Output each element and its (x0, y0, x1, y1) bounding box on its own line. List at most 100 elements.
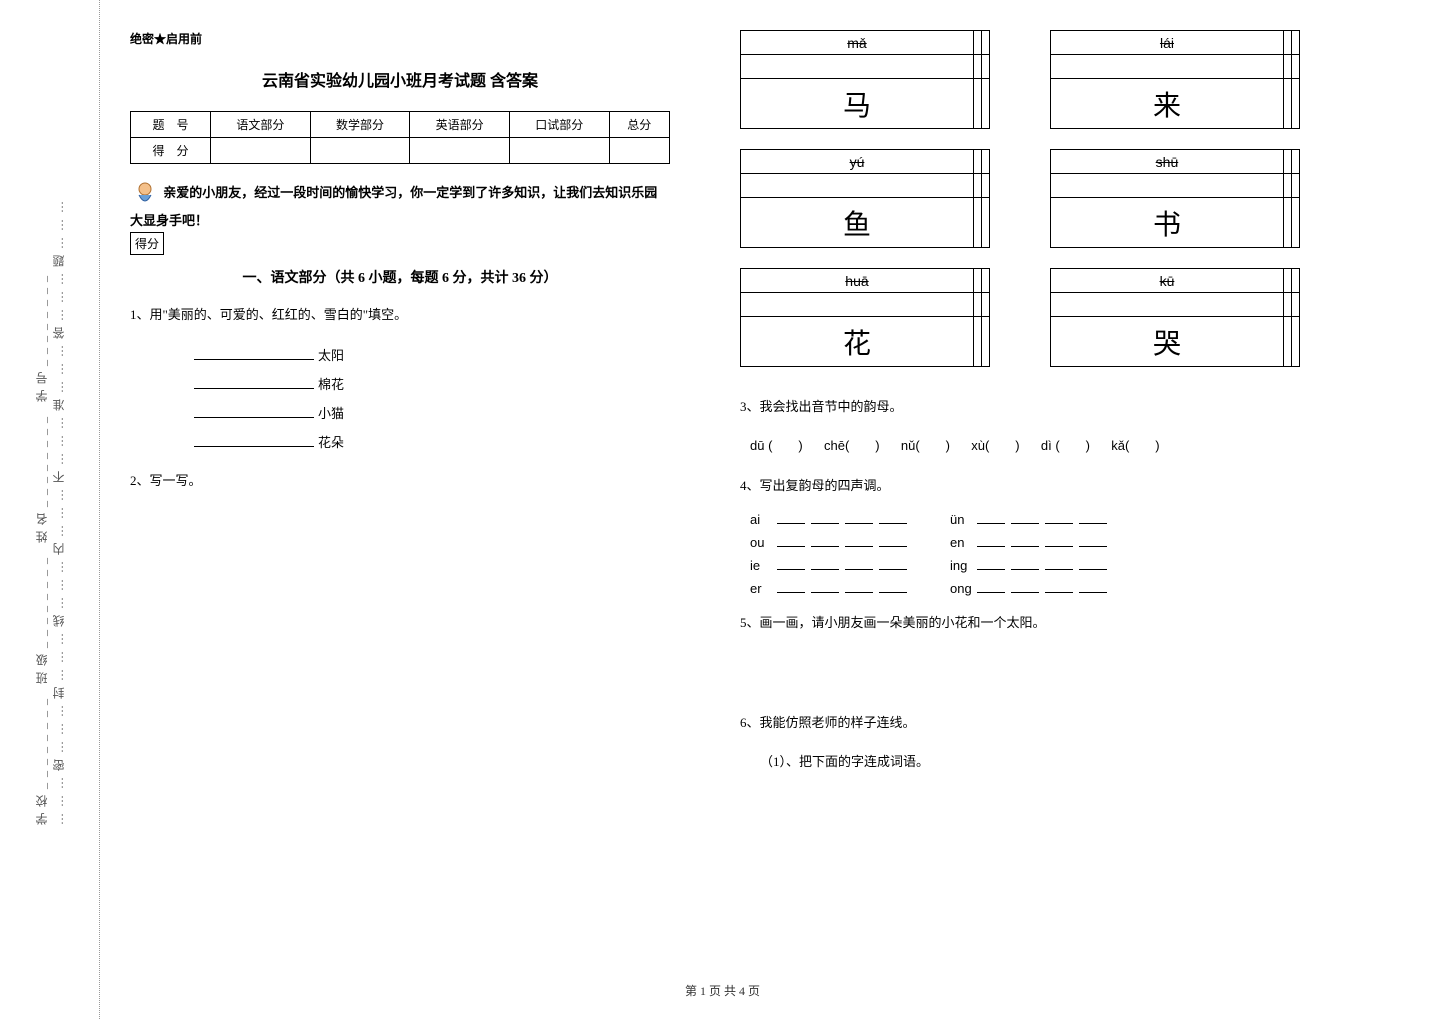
char-table: lái来 (1050, 30, 1300, 129)
q1-item: 棉花 (318, 377, 344, 392)
char-table: huā花 (740, 268, 990, 367)
bigchar-cell: 来 (1051, 79, 1284, 129)
empty-cell (973, 55, 981, 79)
blank (879, 511, 907, 524)
blank (811, 580, 839, 593)
empty-cell (1283, 269, 1291, 293)
empty-cell (1291, 293, 1299, 317)
confidential-label: 绝密★启用前 (130, 30, 670, 47)
blank (845, 534, 873, 547)
blank (977, 511, 1005, 524)
empty-cell (981, 174, 989, 198)
q3-item: kǎ( ) (1111, 438, 1159, 453)
blank (879, 557, 907, 570)
pinyin-cell: mǎ (741, 31, 974, 55)
empty-cell (973, 269, 981, 293)
char-table: shū 书 (1050, 149, 1300, 248)
tone-label: ai (750, 512, 774, 527)
score-box: 得分 (130, 232, 164, 255)
tone-row: erong (750, 580, 1340, 597)
empty-cell (1291, 55, 1299, 79)
empty-cell (1291, 174, 1299, 198)
empty-cell (1291, 269, 1299, 293)
page-right: mǎ马lái来yú鱼shū书huā花kū哭 3、我会找出音节中的韵母。 dū (… (740, 30, 1340, 781)
empty-cell (1291, 31, 1299, 55)
pinyin-cell: yú (741, 150, 974, 174)
empty-cell (1051, 293, 1284, 317)
empty-cell (981, 79, 989, 129)
empty-cell (973, 174, 981, 198)
char-table: kū哭 (1050, 268, 1300, 367)
pinyin-cell: shū (1051, 150, 1284, 174)
char-table: yú 鱼 (740, 149, 990, 248)
blank (1045, 511, 1073, 524)
binding-margin: 学校________ 班级________ 姓名________ 学号_____… (0, 0, 100, 1019)
blank (845, 580, 873, 593)
score-header: 英语部分 (410, 112, 510, 138)
blank (1079, 534, 1107, 547)
empty-cell (1291, 198, 1299, 248)
page-left: 绝密★启用前 云南省实验幼儿园小班月考试题 含答案 题 号 语文部分 数学部分 … (130, 30, 670, 500)
score-cell (609, 138, 669, 164)
empty-cell (1291, 317, 1299, 367)
empty-cell (741, 174, 974, 198)
empty-cell (1283, 79, 1291, 129)
exam-title: 云南省实验幼儿园小班月考试题 含答案 (130, 67, 670, 91)
bigchar-cell: 鱼 (741, 198, 974, 248)
q3-item: nǔ( ) (901, 438, 950, 453)
blank (879, 534, 907, 547)
blank (194, 405, 314, 418)
q3-item: dū ( ) (750, 438, 803, 453)
q6-prompt: 6、我能仿照老师的样子连线。 (740, 711, 1340, 734)
blank (777, 534, 805, 547)
q3-items: dū ( ) chē( ) nǔ( ) xù( ) dì ( ) kǎ( ) (750, 434, 1340, 457)
empty-cell (1283, 31, 1291, 55)
q2-prompt: 2、写一写。 (130, 469, 670, 492)
blank (977, 557, 1005, 570)
empty-cell (973, 317, 981, 367)
empty-cell (981, 31, 989, 55)
empty-cell (1283, 55, 1291, 79)
score-cell (211, 138, 311, 164)
q1-prompt: 1、用"美丽的、可爱的、红红的、雪白的"填空。 (130, 303, 670, 326)
score-row-label: 得 分 (131, 138, 211, 164)
blank (845, 557, 873, 570)
tone-label: ün (950, 512, 974, 527)
blank (879, 580, 907, 593)
tone-row: ouen (750, 534, 1340, 551)
bigchar-cell: 书 (1051, 198, 1284, 248)
char-table: mǎ马 (740, 30, 990, 129)
empty-cell (981, 150, 989, 174)
score-header: 口试部分 (509, 112, 609, 138)
blank (777, 580, 805, 593)
empty-cell (973, 79, 981, 129)
empty-cell (981, 269, 989, 293)
table-row: 得 分 (131, 138, 670, 164)
score-cell (509, 138, 609, 164)
empty-cell (741, 293, 974, 317)
char-row: huā花 kū哭 (740, 268, 1340, 367)
char-row: yú 鱼 shū 书 (740, 149, 1340, 248)
score-header: 题 号 (131, 112, 211, 138)
empty-cell (981, 317, 989, 367)
tone-label: er (750, 581, 774, 596)
score-header: 总分 (609, 112, 669, 138)
blank (811, 534, 839, 547)
blank (777, 557, 805, 570)
q4-prompt: 4、写出复韵母的四声调。 (740, 474, 1340, 497)
blank (1011, 511, 1039, 524)
empty-cell (1283, 198, 1291, 248)
empty-cell (1051, 55, 1284, 79)
blank (1045, 534, 1073, 547)
empty-cell (973, 31, 981, 55)
blank (194, 376, 314, 389)
score-cell (410, 138, 510, 164)
blank (845, 511, 873, 524)
q5-prompt: 5、画一画，请小朋友画一朵美丽的小花和一个太阳。 (740, 611, 1340, 634)
bigchar-cell: 花 (741, 317, 974, 367)
blank (1079, 511, 1107, 524)
empty-cell (1283, 293, 1291, 317)
tone-label: en (950, 535, 974, 550)
intro-block: 亲爱的小朋友，经过一段时间的愉快学习，你一定学到了许多知识，让我们去知识乐园大显… (130, 179, 670, 232)
score-header: 数学部分 (310, 112, 410, 138)
